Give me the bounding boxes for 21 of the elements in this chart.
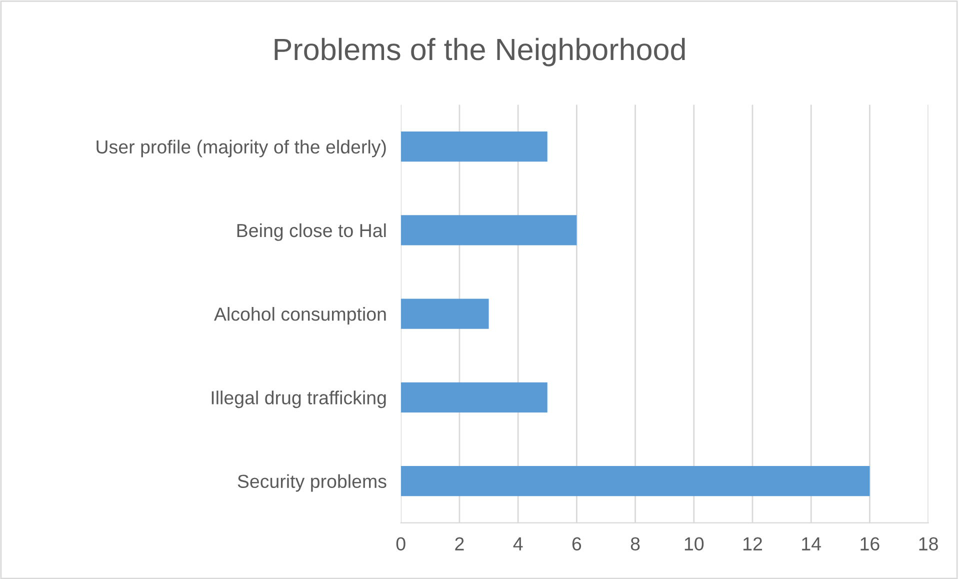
bar [400,132,548,162]
x-tick-label: 12 [744,537,762,550]
bar [400,215,577,246]
x-tick-label: 8 [630,537,640,550]
bar [400,298,489,329]
x-tick-label: 18 [919,537,938,550]
y-tick-label: Alcohol consumption [214,307,386,325]
x-tick-label: 10 [684,537,704,550]
x-tick-label: 0 [396,537,406,550]
x-tick-label: 16 [860,537,880,550]
x-tick-label: 4 [513,537,523,550]
y-tick-label: Security problems [238,474,386,492]
x-tick-label: 2 [455,537,464,550]
bar [400,466,870,496]
chart-title: Problems of the Neighborhood [274,38,685,66]
x-tick-label: 14 [802,537,821,550]
y-tick-label: Being close to Hal [237,223,386,241]
y-tick-label: User profile (majority of the elderly) [96,140,386,158]
x-tick-label: 6 [572,537,582,550]
bar [400,382,548,412]
y-tick-label: Illegal drug trafficking [212,390,386,408]
